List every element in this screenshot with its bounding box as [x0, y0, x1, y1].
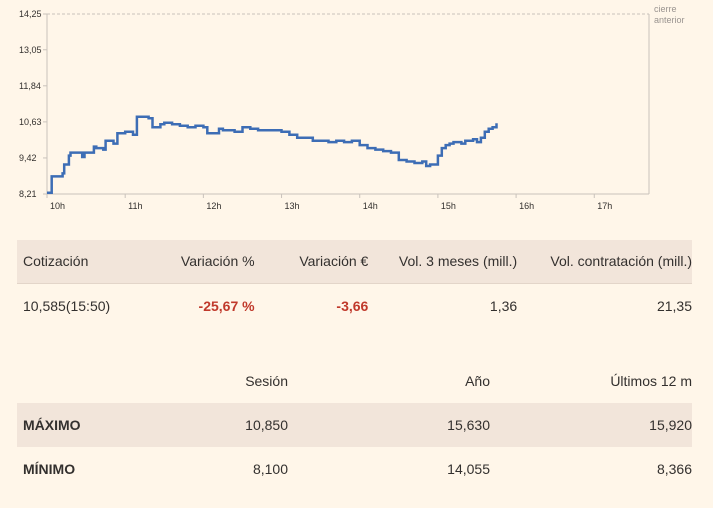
row-maximo: MÁXIMO 10,850 15,630 15,920	[17, 403, 692, 447]
x-tick-label: 14h	[363, 201, 378, 211]
x-tick-label: 16h	[519, 201, 534, 211]
header-sesion: Sesión	[245, 372, 288, 389]
header-ano: Año	[465, 372, 490, 389]
x-tick-label: 13h	[285, 201, 300, 211]
value-variacion-eur: -3,66	[336, 297, 369, 314]
min-sesion: 8,100	[252, 461, 288, 477]
price-series-line	[47, 115, 498, 195]
min-ultimos-12m: 8,366	[656, 461, 692, 477]
value-vol-contratacion: 21,35	[656, 297, 692, 314]
header-ultimos-12m: Últimos 12 m	[610, 372, 692, 389]
header-cotizacion: Cotización	[23, 253, 89, 270]
label-maximo: MÁXIMO	[23, 417, 81, 433]
x-tick-label: 12h	[206, 201, 221, 211]
previous-close-label-line1: cierre	[654, 4, 677, 14]
max-ano: 15,630	[447, 417, 490, 433]
quote-header-row: Cotización Variación % Variación € Vol. …	[17, 240, 692, 283]
range-header-row: Sesión Año Últimos 12 m	[17, 358, 692, 403]
value-vol-3-meses: 1,36	[489, 297, 518, 314]
y-tick-label: 11,84	[19, 81, 41, 91]
intraday-price-chart: cierre anterior 14,25 13,05 11,84 10,63 9,42…	[19, 4, 685, 211]
y-tick-label: 9,42	[19, 153, 37, 163]
x-tick-label: 17h	[597, 201, 612, 211]
x-tick-label: 10h	[50, 201, 65, 211]
previous-close-label-line2: anterior	[654, 15, 685, 25]
y-tick-label: 8,21	[19, 189, 37, 199]
y-tick-label: 10,63	[19, 117, 42, 127]
header-empty	[17, 358, 163, 403]
y-tick-label: 13,05	[19, 45, 42, 55]
max-ultimos-12m: 15,920	[649, 417, 692, 433]
label-minimo: MÍNIMO	[23, 461, 76, 477]
x-tick-label: 11h	[128, 201, 142, 211]
min-ano: 14,055	[447, 461, 490, 477]
max-sesion: 10,850	[245, 417, 288, 433]
header-variacion-pct: Variación %	[180, 253, 255, 270]
range-table: Sesión Año Últimos 12 m MÁXIMO 10,850 15…	[17, 358, 692, 491]
header-vol-contratacion: Vol. contratación (mill.)	[550, 253, 692, 270]
row-minimo: MÍNIMO 8,100 14,055 8,366	[17, 447, 692, 491]
y-tick-label: 14,25	[19, 9, 42, 19]
value-variacion-pct: -25,67 %	[198, 297, 255, 314]
header-variacion-eur: Variación €	[299, 253, 369, 270]
quote-table: Cotización Variación % Variación € Vol. …	[17, 240, 692, 328]
value-cotizacion: 10,585(15:50)	[23, 297, 111, 314]
quote-value-row: 10,585(15:50) -25,67 % -3,66 1,36 21,35	[17, 283, 692, 328]
x-tick-label: 15h	[441, 201, 456, 211]
header-vol-3-meses: Vol. 3 meses (mill.)	[398, 253, 518, 270]
